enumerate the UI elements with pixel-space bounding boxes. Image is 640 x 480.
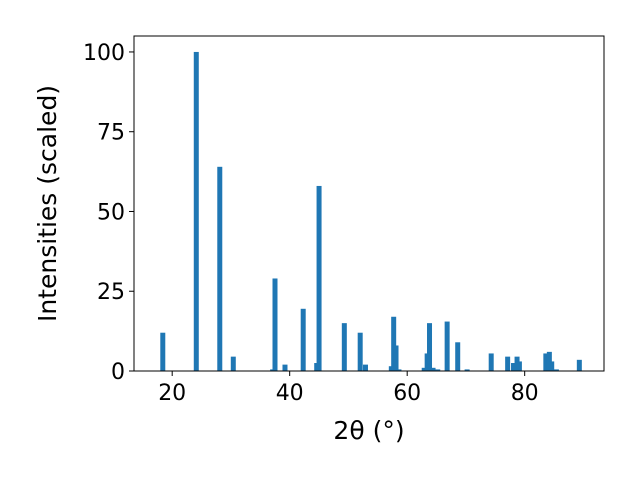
bar-7 <box>300 308 306 371</box>
x-axis-title: 2θ (°) <box>333 416 404 445</box>
y-tick-label: 75 <box>97 121 125 146</box>
bar-0 <box>160 332 166 371</box>
bar-29 <box>516 361 522 371</box>
bar-20 <box>430 367 436 371</box>
bar-19 <box>427 323 433 371</box>
bar-17 <box>421 367 427 371</box>
bar-25 <box>488 353 494 371</box>
bar-24 <box>464 369 470 371</box>
x-tick-label: 20 <box>158 381 186 406</box>
bar-23 <box>455 342 461 371</box>
x-tick-label: 60 <box>393 381 421 406</box>
y-tick-label: 0 <box>111 360 125 385</box>
bar-26 <box>505 356 511 371</box>
bar-10 <box>341 323 347 371</box>
y-tick-label: 50 <box>97 200 125 225</box>
y-axis: 0 25 50 75 100 <box>83 41 134 385</box>
x-tick-label: 40 <box>276 381 304 406</box>
bar-6 <box>282 364 288 371</box>
y-tick-label: 100 <box>83 41 125 66</box>
bar-16 <box>396 369 402 371</box>
bar-5 <box>272 278 278 371</box>
plot-frame <box>133 35 605 372</box>
x-axis: 20 40 60 80 <box>158 371 539 406</box>
bars-group <box>160 51 582 371</box>
bar-27 <box>511 363 517 371</box>
bar-12 <box>362 364 368 371</box>
bar-32 <box>549 361 555 371</box>
bar-15 <box>393 345 399 371</box>
bar-34 <box>576 359 582 371</box>
bar-33 <box>553 369 559 371</box>
y-axis-title: Intensities (scaled) <box>33 85 62 322</box>
bar-1 <box>193 51 199 371</box>
bar-3 <box>230 356 236 371</box>
bar-2 <box>217 166 223 371</box>
y-tick-label: 25 <box>97 280 125 305</box>
bar-22 <box>444 321 450 371</box>
bar-11 <box>357 332 363 371</box>
bar-21 <box>435 369 441 371</box>
x-tick-label: 80 <box>511 381 539 406</box>
bar-14 <box>391 316 397 371</box>
bar-9 <box>316 185 322 371</box>
bar-30 <box>543 353 549 371</box>
